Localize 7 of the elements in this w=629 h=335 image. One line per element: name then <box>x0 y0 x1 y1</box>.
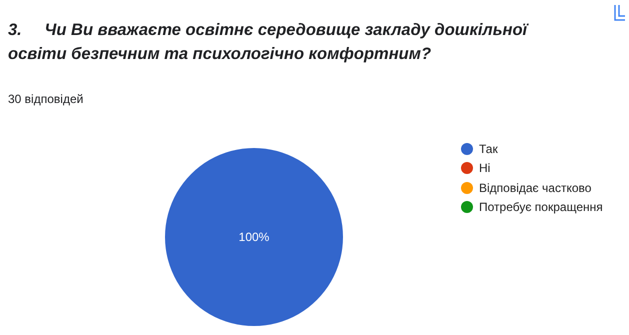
legend-label: Ні <box>479 161 490 176</box>
legend-label: Так <box>479 142 498 156</box>
text: 30 відповідей <box>8 92 84 106</box>
chart-title: 3. Чи Ви вважаєте освітнє середовище закладу дошкільної освіти безпечним та психологічно комфортним? <box>8 20 530 65</box>
legend-label: Відповідає частково <box>479 180 592 195</box>
data-label: 100% <box>238 230 270 244</box>
legend-label: Потребує покращення <box>479 200 603 214</box>
